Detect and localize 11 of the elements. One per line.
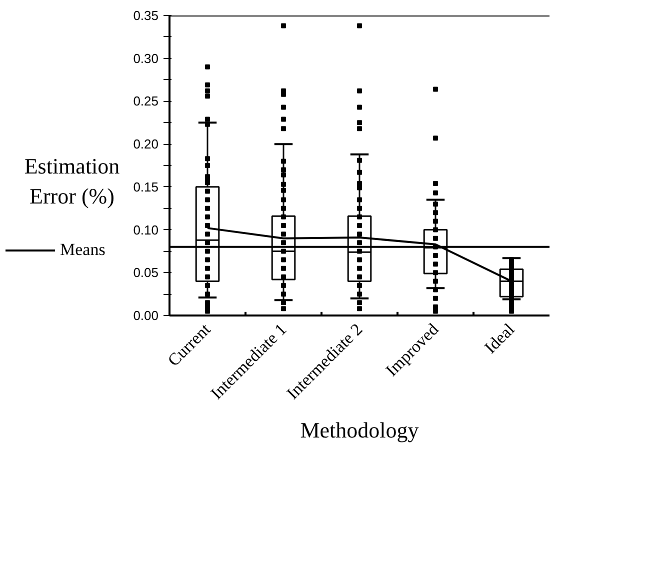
- y-tick-label: 0.35: [133, 8, 159, 23]
- y-axis-title: Estimation Error (%): [24, 153, 120, 208]
- y-tick-label: 0.30: [133, 50, 159, 66]
- y-tick-label: 0.05: [133, 265, 159, 280]
- y-tick-label: 0.10: [133, 222, 159, 238]
- y-tick-label: 0.00: [133, 308, 159, 323]
- legend-label: Means: [60, 240, 106, 260]
- y-tick-label: 0.15: [133, 179, 159, 194]
- x-axis-title: Methodology: [300, 418, 419, 443]
- y-tick-label: 0.25: [133, 94, 159, 109]
- y-tick-label: 0.20: [133, 136, 159, 152]
